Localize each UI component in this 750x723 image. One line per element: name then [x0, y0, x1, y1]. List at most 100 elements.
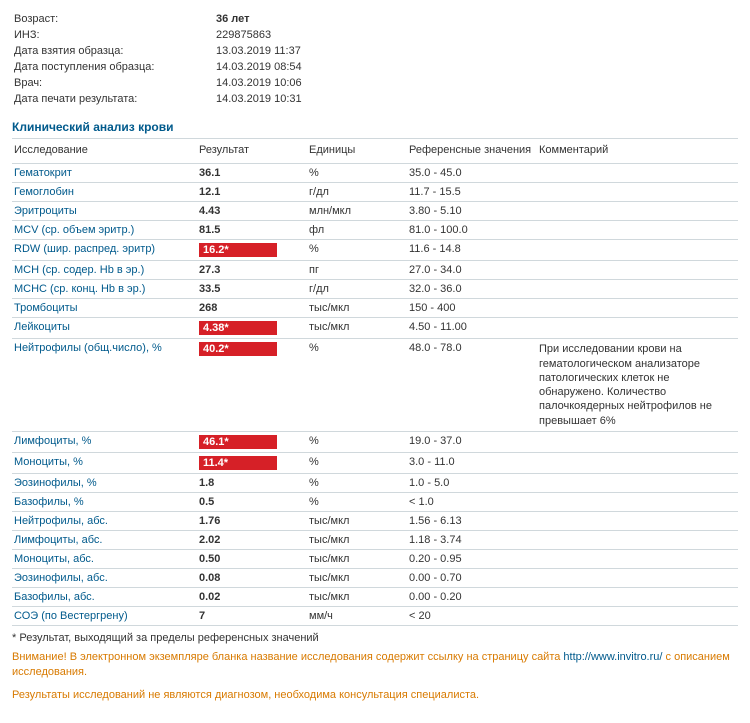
cell-result: 0.08 [197, 569, 307, 588]
cell-result: 1.76 [197, 512, 307, 531]
table-row: СОЭ (по Вестергрену)7мм/ч< 20 [12, 607, 738, 626]
cell-unit: тыс/мкл [307, 550, 407, 569]
table-row: Лейкоциты4.38* тыс/мкл4.50 - 11.00 [12, 318, 738, 339]
header-row: Дата поступления образца:14.03.2019 08:5… [14, 60, 736, 74]
cell-result: 0.50 [197, 550, 307, 569]
result-flag: 40.2* [199, 342, 277, 356]
table-row: Эозинофилы, %1.8%1.0 - 5.0 [12, 474, 738, 493]
cell-comment [537, 183, 738, 202]
cell-unit: % [307, 339, 407, 432]
cell-result: 46.1* [197, 432, 307, 453]
cell-unit: тыс/мкл [307, 569, 407, 588]
cell-reference: 4.50 - 11.00 [407, 318, 537, 339]
header-value: 14.03.2019 10:06 [216, 76, 736, 90]
table-row: MCHC (ср. конц. Hb в эр.)33.5г/дл32.0 - … [12, 280, 738, 299]
cell-result: 36.1 [197, 164, 307, 183]
table-row: RDW (шир. распред. эритр)16.2*%11.6 - 14… [12, 240, 738, 261]
header-label: Возраст: [14, 12, 214, 26]
cell-unit: % [307, 240, 407, 261]
cell-result: 7 [197, 607, 307, 626]
header-label: Врач: [14, 76, 214, 90]
cell-result: 40.2* [197, 339, 307, 432]
table-row: Лимфоциты, %46.1*%19.0 - 37.0 [12, 432, 738, 453]
cell-comment [537, 202, 738, 221]
cell-comment [537, 569, 738, 588]
cell-result: 81.5 [197, 221, 307, 240]
cell-unit: % [307, 493, 407, 512]
cell-unit: тыс/мкл [307, 588, 407, 607]
table-row: Гематокрит36.1%35.0 - 45.0 [12, 164, 738, 183]
warning-prefix: Внимание! [12, 651, 67, 663]
cell-comment [537, 432, 738, 453]
cell-test-name: Базофилы, % [12, 493, 197, 512]
cell-reference: 1.56 - 6.13 [407, 512, 537, 531]
table-row: Моноциты, абс.0.50тыс/мкл0.20 - 0.95 [12, 550, 738, 569]
table-row: Базофилы, %0.5%< 1.0 [12, 493, 738, 512]
cell-test-name: Нейтрофилы (общ.число), % [12, 339, 197, 432]
cell-comment [537, 607, 738, 626]
col-header-unit: Единицы [307, 139, 407, 164]
result-flag: 4.38* [199, 321, 277, 335]
warning-link[interactable]: http://www.invitro.ru/ [563, 651, 662, 663]
cell-comment [537, 588, 738, 607]
header-row: Дата печати результата:14.03.2019 10:31 [14, 92, 736, 106]
col-header-result: Результат [197, 139, 307, 164]
table-row: MCH (ср. содер. Hb в эр.)27.3пг27.0 - 34… [12, 261, 738, 280]
cell-comment [537, 318, 738, 339]
table-row: Гемоглобин12.1г/дл11.7 - 15.5 [12, 183, 738, 202]
cell-unit: пг [307, 261, 407, 280]
cell-test-name: Гемоглобин [12, 183, 197, 202]
cell-test-name: Гематокрит [12, 164, 197, 183]
cell-result: 268 [197, 299, 307, 318]
cell-test-name: Лимфоциты, % [12, 432, 197, 453]
cell-unit: г/дл [307, 280, 407, 299]
cell-result: 11.4* [197, 453, 307, 474]
cell-test-name: Эозинофилы, % [12, 474, 197, 493]
cell-result: 0.02 [197, 588, 307, 607]
cell-test-name: RDW (шир. распред. эритр) [12, 240, 197, 261]
cell-unit: % [307, 453, 407, 474]
cell-reference: 32.0 - 36.0 [407, 280, 537, 299]
table-row: Лимфоциты, абс.2.02тыс/мкл1.18 - 3.74 [12, 531, 738, 550]
cell-test-name: Тромбоциты [12, 299, 197, 318]
cell-reference: 81.0 - 100.0 [407, 221, 537, 240]
cell-test-name: Лейкоциты [12, 318, 197, 339]
cell-reference: 0.00 - 0.20 [407, 588, 537, 607]
header-label: Дата поступления образца: [14, 60, 214, 74]
cell-reference: 48.0 - 78.0 [407, 339, 537, 432]
cell-reference: 3.80 - 5.10 [407, 202, 537, 221]
cell-reference: < 1.0 [407, 493, 537, 512]
header-value: 36 лет [216, 12, 736, 26]
cell-comment [537, 240, 738, 261]
cell-unit: % [307, 474, 407, 493]
cell-comment [537, 453, 738, 474]
header-row: Дата взятия образца:13.03.2019 11:37 [14, 44, 736, 58]
section-title: Клинический анализ крови [12, 116, 738, 138]
cell-reference: 11.6 - 14.8 [407, 240, 537, 261]
cell-comment [537, 493, 738, 512]
cell-comment [537, 550, 738, 569]
cell-reference: 0.20 - 0.95 [407, 550, 537, 569]
cell-reference: 11.7 - 15.5 [407, 183, 537, 202]
header-value: 13.03.2019 11:37 [216, 44, 736, 58]
results-table: Исследование Результат Единицы Референсн… [12, 138, 738, 626]
cell-result: 1.8 [197, 474, 307, 493]
cell-reference: 150 - 400 [407, 299, 537, 318]
warning-text: В электронном экземпляре бланка название… [67, 651, 564, 663]
cell-result: 0.5 [197, 493, 307, 512]
results-header-row: Исследование Результат Единицы Референсн… [12, 139, 738, 164]
cell-result: 33.5 [197, 280, 307, 299]
cell-unit: мм/ч [307, 607, 407, 626]
cell-test-name: СОЭ (по Вестергрену) [12, 607, 197, 626]
result-flag: 46.1* [199, 435, 277, 449]
cell-result: 2.02 [197, 531, 307, 550]
cell-comment [537, 512, 738, 531]
table-row: Тромбоциты268тыс/мкл150 - 400 [12, 299, 738, 318]
cell-unit: тыс/мкл [307, 531, 407, 550]
header-label: Дата печати результата: [14, 92, 214, 106]
cell-reference: 27.0 - 34.0 [407, 261, 537, 280]
cell-test-name: MCH (ср. содер. Hb в эр.) [12, 261, 197, 280]
cell-test-name: MCHC (ср. конц. Hb в эр.) [12, 280, 197, 299]
cell-result: 12.1 [197, 183, 307, 202]
cell-unit: тыс/мкл [307, 318, 407, 339]
